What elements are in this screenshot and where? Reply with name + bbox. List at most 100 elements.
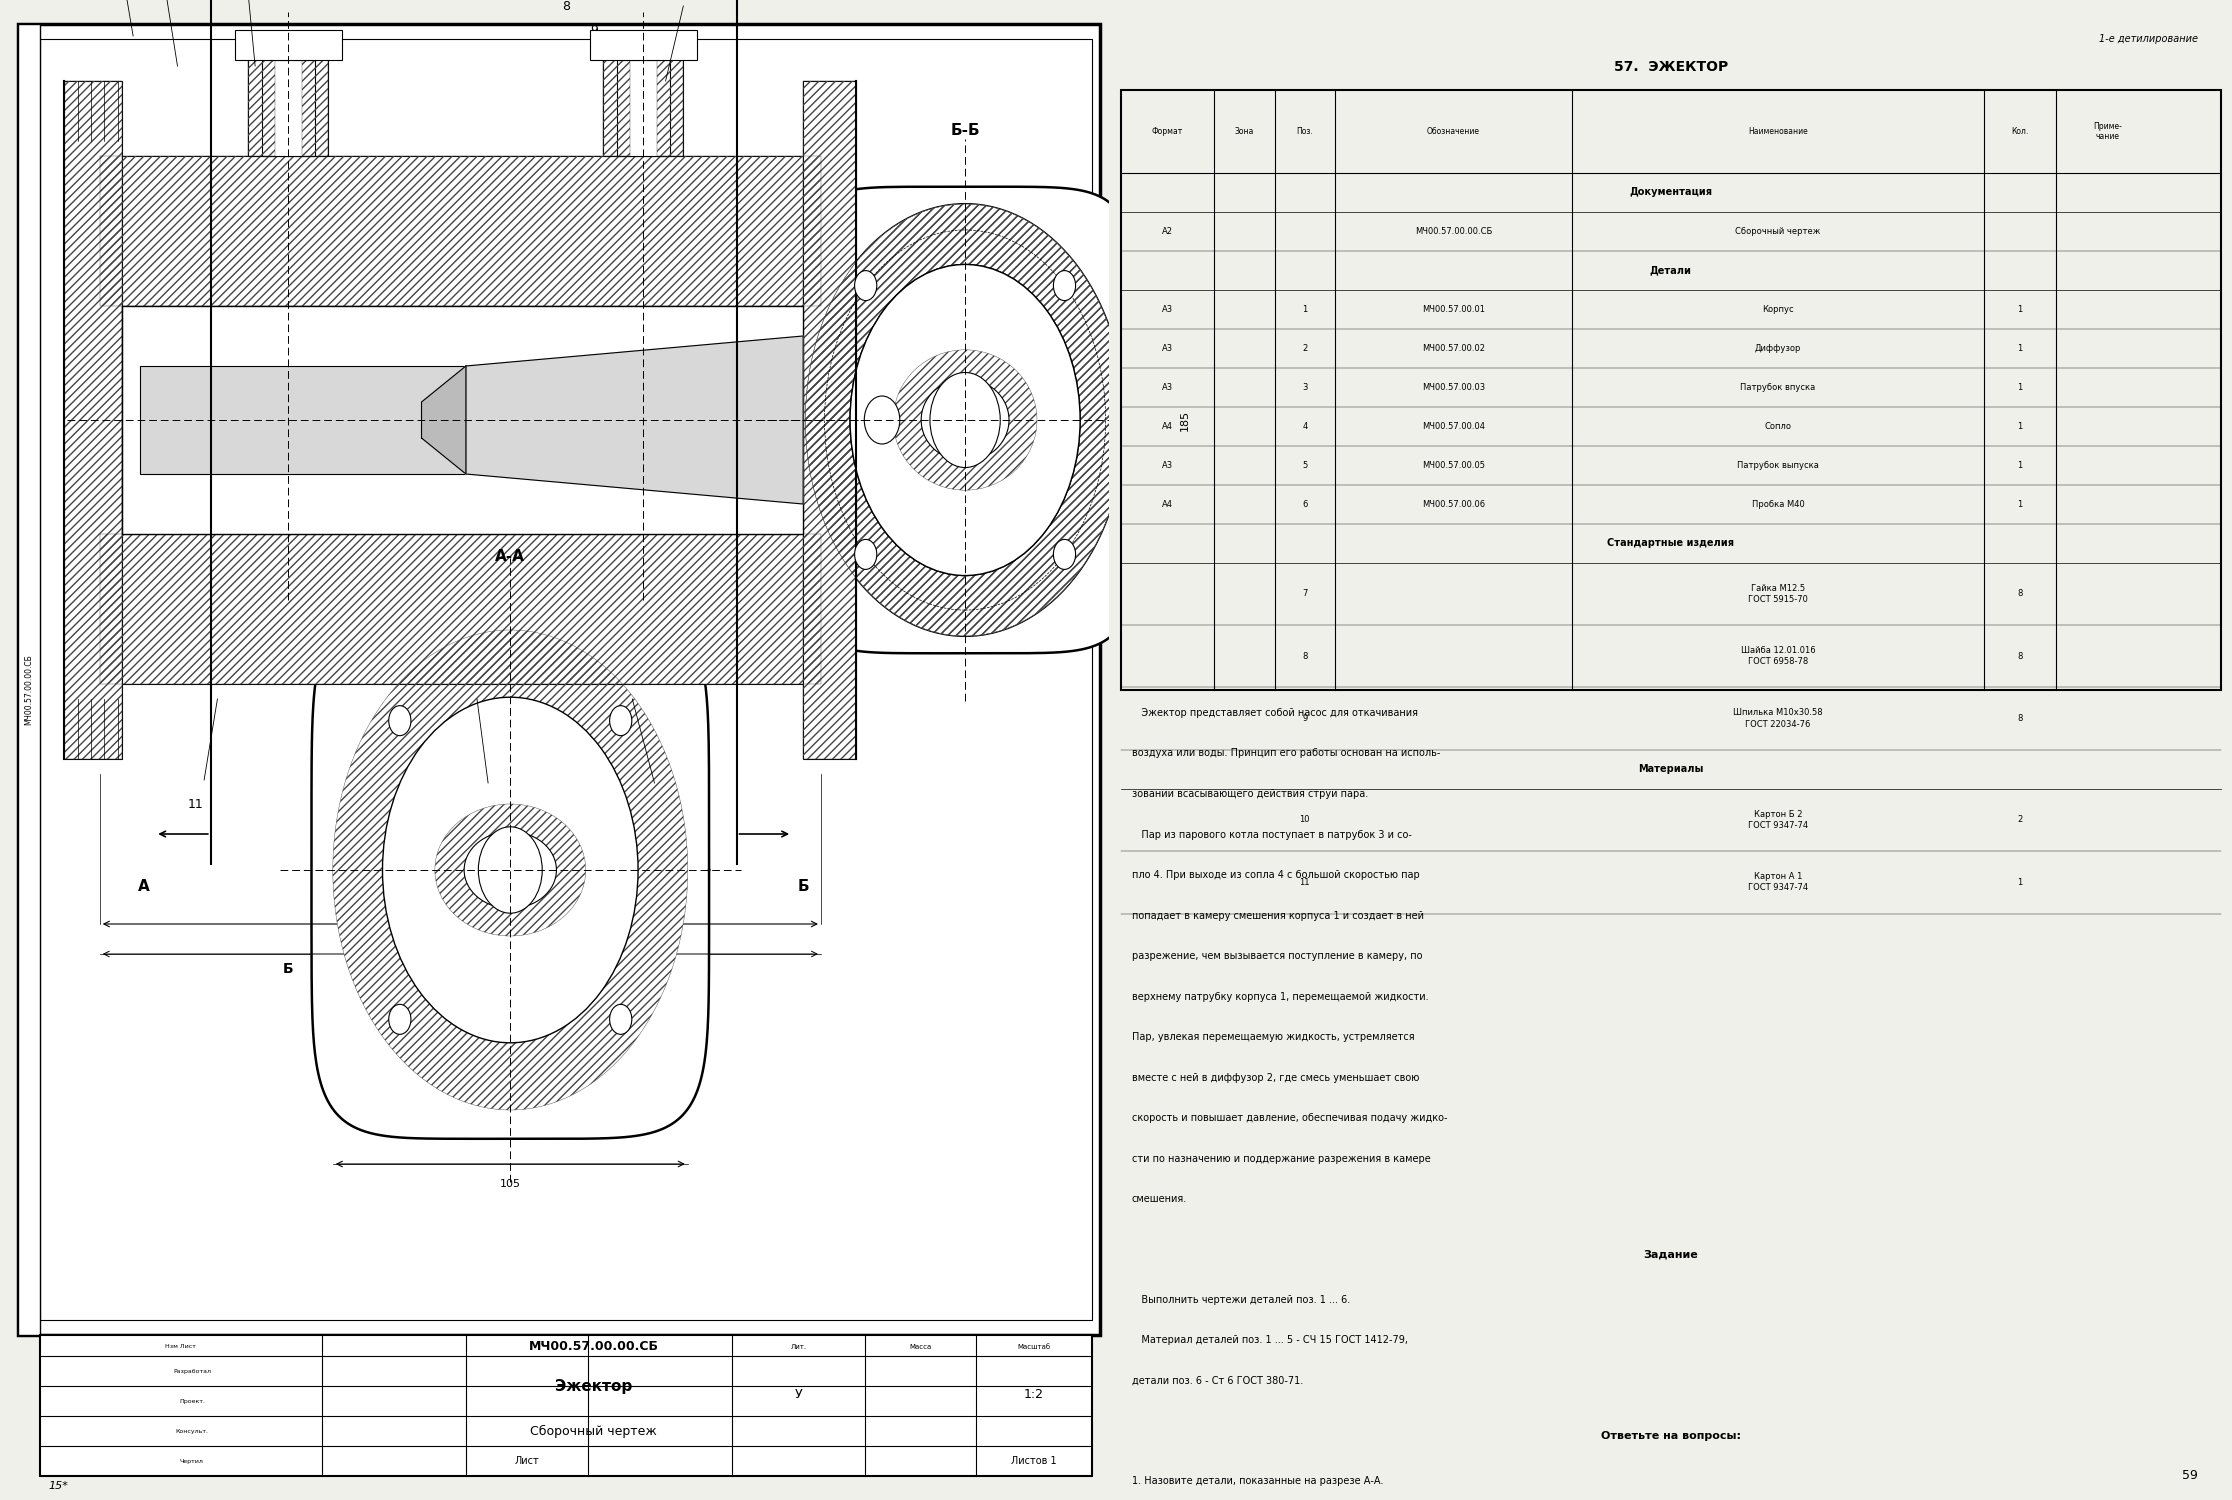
- Text: 6: 6: [1301, 500, 1308, 508]
- Circle shape: [609, 1005, 632, 1035]
- Text: А3: А3: [1161, 304, 1172, 313]
- Text: Картон Б 2
ГОСТ 9347-74: Картон Б 2 ГОСТ 9347-74: [1748, 810, 1808, 830]
- Text: Поз.: Поз.: [1297, 128, 1312, 136]
- Bar: [616, 60, 670, 156]
- Bar: [301, 42, 328, 156]
- Text: 10: 10: [1299, 816, 1310, 825]
- Text: сти по назначению и поддержание разрежения в камере: сти по назначению и поддержание разрежен…: [1132, 1154, 1431, 1164]
- Circle shape: [388, 705, 411, 735]
- Text: А3: А3: [1161, 382, 1172, 392]
- Text: вместе с ней в диффузор 2, где смесь уменьшает свою: вместе с ней в диффузор 2, где смесь уме…: [1132, 1072, 1420, 1083]
- Text: Ответьте на вопросы:: Ответьте на вопросы:: [1600, 1431, 1741, 1442]
- Bar: [40, 1335, 1091, 1476]
- Text: воздуха или воды. Принцип его работы основан на исполь-: воздуха или воды. Принцип его работы осн…: [1132, 748, 1440, 759]
- Circle shape: [1054, 540, 1076, 570]
- Text: МЧ00.57.00.05: МЧ00.57.00.05: [1422, 460, 1484, 470]
- Text: попадает в камеру смешения корпуса 1 и создает в ней: попадает в камеру смешения корпуса 1 и с…: [1132, 910, 1424, 921]
- Text: Детали: Детали: [1649, 266, 1692, 274]
- Text: 11: 11: [1299, 878, 1310, 886]
- Ellipse shape: [464, 831, 556, 909]
- Text: А3: А3: [1161, 460, 1172, 470]
- Ellipse shape: [922, 380, 1009, 460]
- Circle shape: [333, 630, 687, 1110]
- Bar: [65, 81, 123, 759]
- Bar: [65, 81, 123, 759]
- Bar: [18, 24, 40, 1335]
- Polygon shape: [312, 602, 710, 1138]
- Circle shape: [850, 264, 1080, 576]
- Bar: [248, 42, 275, 156]
- Text: 7: 7: [1301, 590, 1308, 598]
- Text: Разработал: Разработал: [172, 1368, 210, 1374]
- Text: МЧ00.57.00.03: МЧ00.57.00.03: [1422, 382, 1484, 392]
- Bar: [656, 42, 683, 156]
- Bar: [100, 534, 821, 684]
- Bar: [804, 81, 857, 759]
- Text: верхнему патрубку корпуса 1, перемещаемой жидкости.: верхнему патрубку корпуса 1, перемещаемо…: [1132, 992, 1428, 1002]
- Text: Сборочный чертеж: Сборочный чертеж: [1734, 226, 1821, 236]
- Text: МЧ00.57.00.04: МЧ00.57.00.04: [1422, 422, 1484, 430]
- Text: 8: 8: [2018, 590, 2022, 598]
- Bar: [301, 42, 328, 156]
- Bar: [18, 24, 1100, 1335]
- Bar: [261, 60, 315, 156]
- Bar: [589, 30, 696, 60]
- Polygon shape: [466, 336, 804, 504]
- Text: зовании всасывающего действия струи пара.: зовании всасывающего действия струи пара…: [1132, 789, 1368, 800]
- Text: Зона: Зона: [1234, 128, 1254, 136]
- Text: 2: 2: [2018, 816, 2022, 825]
- Text: МЧ00.57.00.00.СБ: МЧ00.57.00.00.СБ: [529, 1341, 658, 1353]
- Circle shape: [609, 705, 632, 735]
- Text: Шайба 12.01.016
ГОСТ 6958-78: Шайба 12.01.016 ГОСТ 6958-78: [1741, 646, 1815, 666]
- Text: Эжектор представляет собой насос для откачивания: Эжектор представляет собой насос для отк…: [1132, 708, 1417, 718]
- Text: 1: 1: [2018, 304, 2022, 313]
- Text: разрежение, чем вызывается поступление в камеру, по: разрежение, чем вызывается поступление в…: [1132, 951, 1422, 962]
- Text: 11: 11: [187, 798, 203, 810]
- Text: Выполнить чертежи деталей поз. 1 ... 6.: Выполнить чертежи деталей поз. 1 ... 6.: [1132, 1294, 1350, 1305]
- Circle shape: [850, 264, 1080, 576]
- Text: 15*: 15*: [49, 1480, 69, 1491]
- Text: МЧ00.57.00.01: МЧ00.57.00.01: [1422, 304, 1484, 313]
- Text: 1: 1: [2018, 344, 2022, 352]
- Bar: [603, 42, 629, 156]
- Text: МЧ00.57.00.00.СБ: МЧ00.57.00.00.СБ: [25, 654, 33, 726]
- Text: 1: 1: [1301, 304, 1308, 313]
- Bar: [100, 156, 821, 306]
- Text: Диффузор: Диффузор: [1754, 344, 1801, 352]
- Text: Эжектор: Эжектор: [556, 1378, 632, 1394]
- Text: 1-е детилирование: 1-е детилирование: [2100, 34, 2199, 45]
- Text: Нзм Лист: Нзм Лист: [165, 1344, 196, 1350]
- Text: Картон А 1
ГОСТ 9347-74: Картон А 1 ГОСТ 9347-74: [1748, 873, 1808, 892]
- Bar: [248, 42, 275, 156]
- Text: А3: А3: [1161, 344, 1172, 352]
- Text: МЧ00.57.00.02: МЧ00.57.00.02: [1422, 344, 1484, 352]
- Bar: [100, 534, 821, 684]
- Text: смешения.: смешения.: [1132, 1194, 1187, 1204]
- Text: 1: 1: [650, 798, 658, 810]
- Text: Сопло: Сопло: [1766, 422, 1792, 430]
- Text: Б: Б: [797, 879, 808, 894]
- Text: 8: 8: [1301, 651, 1308, 660]
- Text: 6: 6: [484, 798, 491, 810]
- Circle shape: [806, 204, 1125, 636]
- Text: 9: 9: [1301, 714, 1308, 723]
- Text: Пар из парового котла поступает в патрубок 3 и со-: Пар из парового котла поступает в патруб…: [1132, 830, 1411, 840]
- Circle shape: [931, 372, 1000, 468]
- Text: 1: 1: [2018, 382, 2022, 392]
- Text: 1: 1: [2018, 422, 2022, 430]
- Text: 3: 3: [1301, 382, 1308, 392]
- Circle shape: [806, 204, 1125, 636]
- Circle shape: [855, 540, 877, 570]
- Text: А2: А2: [1163, 226, 1172, 236]
- Text: Сборочный чертеж: Сборочный чертеж: [531, 1425, 656, 1437]
- Bar: [100, 156, 821, 306]
- Text: А4: А4: [1163, 422, 1172, 430]
- Polygon shape: [792, 186, 1138, 654]
- Text: Пар, увлекая перемещаемую жидкость, устремляется: Пар, увлекая перемещаемую жидкость, устр…: [1132, 1032, 1415, 1042]
- Circle shape: [382, 698, 638, 1042]
- Text: Корпус: Корпус: [1761, 304, 1795, 313]
- Text: А: А: [138, 879, 150, 894]
- Bar: [40, 39, 1091, 1320]
- Bar: [234, 30, 341, 60]
- Text: 9: 9: [591, 24, 598, 36]
